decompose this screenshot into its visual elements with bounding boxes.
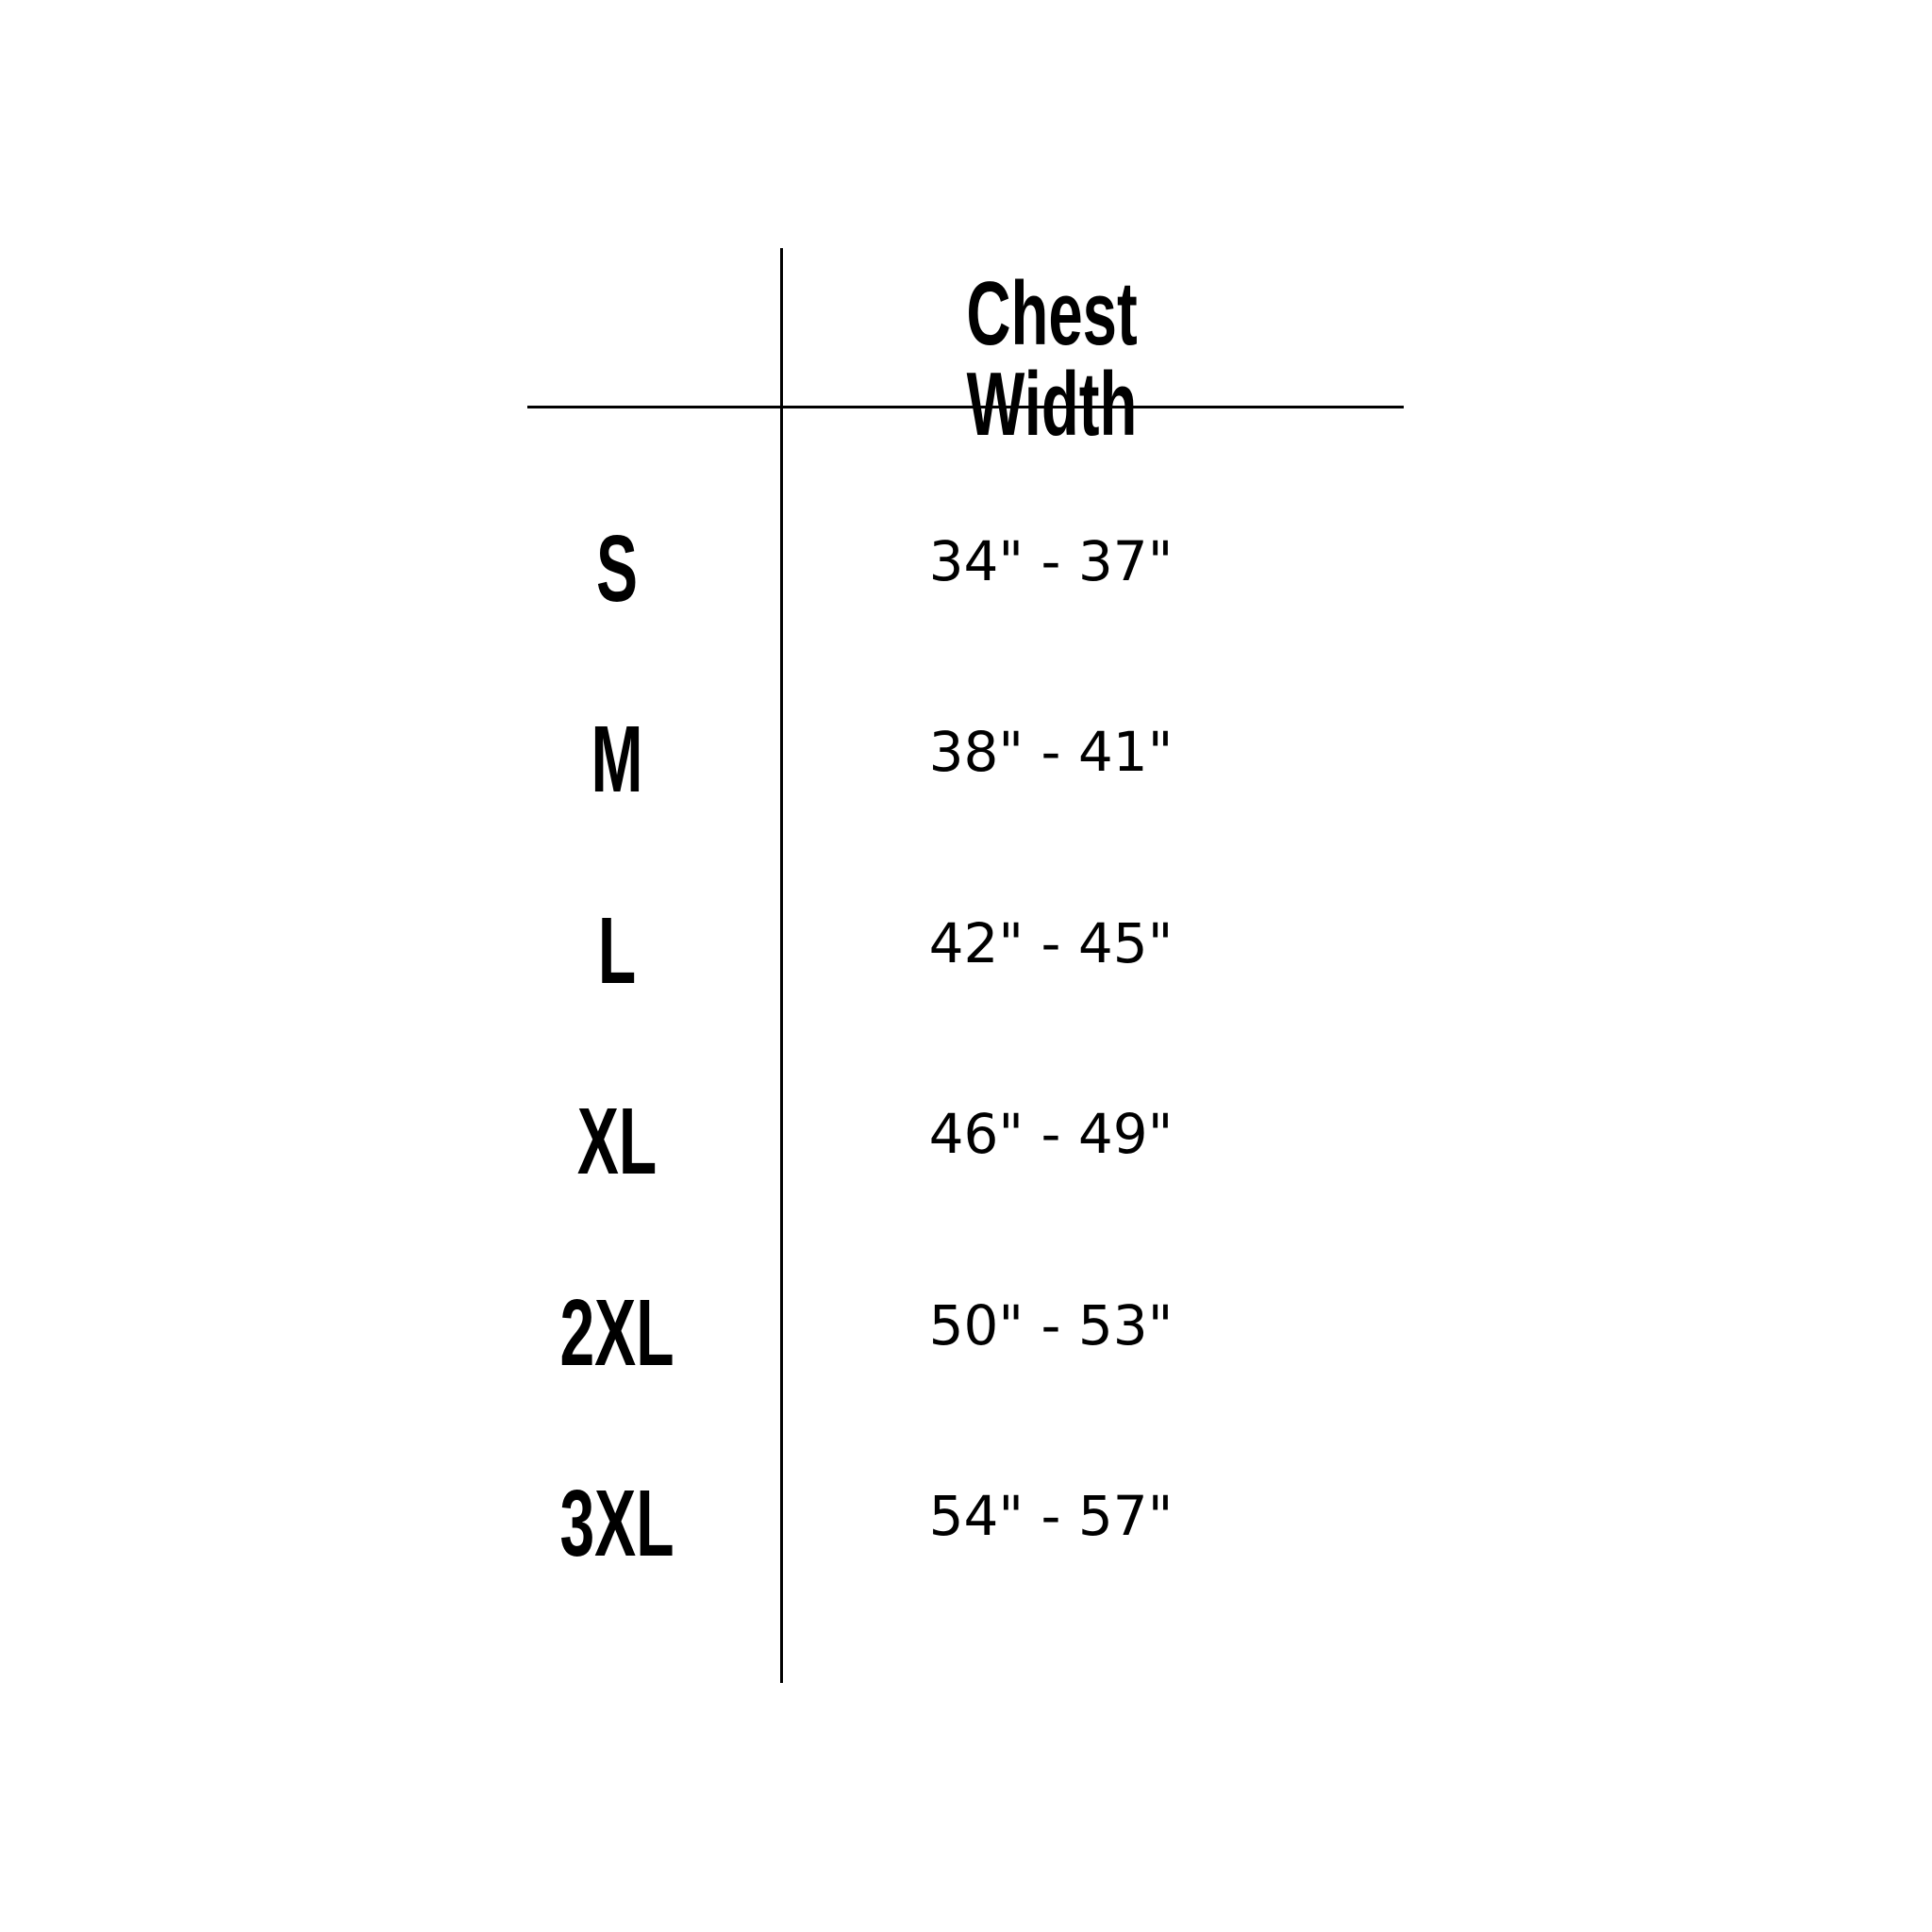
- chest-value: 38" - 41": [928, 720, 1174, 784]
- column-divider: [780, 248, 783, 1683]
- size-label: 2XL: [559, 1280, 675, 1386]
- size-label: S: [595, 516, 639, 622]
- chest-value: 46" - 49": [928, 1102, 1174, 1166]
- size-label: 3XL: [559, 1471, 675, 1576]
- chest-width-header: Chest Width: [966, 263, 1138, 455]
- size-label: M: [591, 707, 643, 812]
- size-label: L: [597, 898, 637, 1004]
- header-divider: [527, 406, 1404, 408]
- chest-value: 34" - 37": [928, 529, 1174, 593]
- chest-value: 54" - 57": [928, 1484, 1174, 1548]
- size-label: XL: [576, 1089, 658, 1194]
- chest-value: 42" - 45": [928, 911, 1174, 975]
- chest-value: 50" - 53": [928, 1293, 1174, 1357]
